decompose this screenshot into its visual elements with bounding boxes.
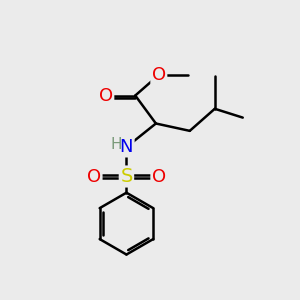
Text: N: N xyxy=(120,138,133,156)
Text: O: O xyxy=(87,167,101,185)
Text: O: O xyxy=(99,86,113,104)
Text: S: S xyxy=(120,167,133,186)
Text: O: O xyxy=(152,66,166,84)
Text: H: H xyxy=(110,137,122,152)
Text: O: O xyxy=(152,167,166,185)
